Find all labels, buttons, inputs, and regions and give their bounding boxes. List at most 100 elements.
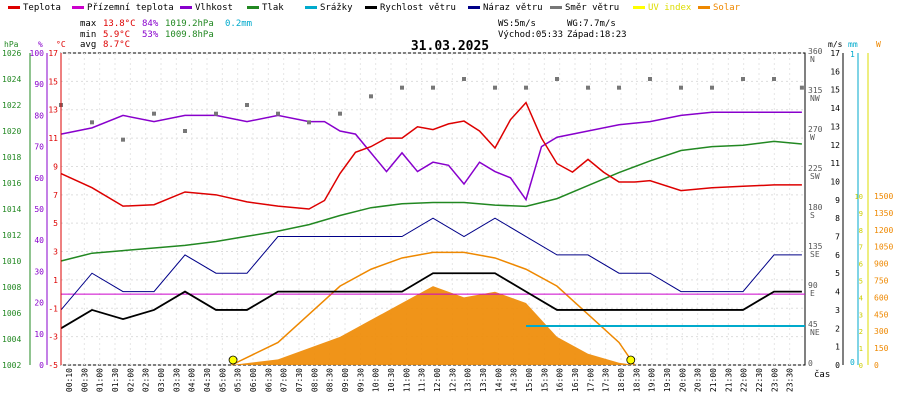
axis-tick-label: 30 xyxy=(34,267,44,276)
stat-min-hum: 53% xyxy=(142,30,159,40)
wind-direction-point xyxy=(586,85,590,90)
axis-tick-label: 1024 xyxy=(2,75,21,84)
stat-max-temp: 13.8°C xyxy=(103,19,136,29)
x-tick-label: 02:00 xyxy=(126,368,135,392)
axis-unit: % xyxy=(38,40,43,49)
x-tick-label: 18:30 xyxy=(632,368,641,392)
axis-tick-label: 150 xyxy=(874,344,889,353)
legend-item: Solar xyxy=(698,3,740,13)
axis-tick-label: E xyxy=(810,289,815,298)
axis-tick-label: 9 xyxy=(859,210,863,218)
stat-min-press: 1009.8hPa xyxy=(165,30,214,40)
x-tick-label: 17:00 xyxy=(586,368,595,392)
axis-tick-label: 1500 xyxy=(874,192,893,201)
axis-tick-label: 80 xyxy=(34,111,44,120)
axis-tick-label: 12 xyxy=(830,141,840,150)
series-wind-speed xyxy=(60,272,802,330)
axis-tick-label: -1 xyxy=(48,304,58,313)
axis-tick-label: 13 xyxy=(830,122,840,131)
axis-tick-label: 1018 xyxy=(2,153,21,162)
axis-tick-label: 5 xyxy=(835,269,840,278)
axis-tick-label: 225 xyxy=(808,164,823,173)
series-solar xyxy=(231,286,635,365)
axis-tick-label: 10 xyxy=(830,177,840,186)
axis-tick-label: 1002 xyxy=(2,361,21,370)
legend-swatch xyxy=(247,6,259,9)
wind-wg: WG:7.7m/s xyxy=(567,19,616,29)
x-tick-label: 08:30 xyxy=(326,368,335,392)
wind-direction-point xyxy=(710,85,714,90)
axis-tick-label: 14 xyxy=(830,104,840,113)
axis-tick-label: 9 xyxy=(53,162,58,171)
axis-tick-label: 2 xyxy=(859,328,863,336)
legend-item: Teplota xyxy=(8,3,61,13)
axis-tick-label: 1016 xyxy=(2,179,21,188)
chart-title: 31.03.2025 xyxy=(411,39,489,54)
legend-swatch xyxy=(550,6,562,9)
axis-tick-label: 17 xyxy=(830,49,840,58)
wind-direction-point xyxy=(214,111,218,116)
wind-direction-point xyxy=(152,111,156,116)
axis-tick-label: 10 xyxy=(34,330,44,339)
wind-direction-point xyxy=(524,85,528,90)
axis-tick-label: 1 xyxy=(835,343,840,352)
x-tick-label: 10:30 xyxy=(387,368,396,392)
axis-unit: hPa xyxy=(4,40,19,49)
axis-tick-label: 1020 xyxy=(2,127,21,136)
x-tick-label: 17:30 xyxy=(602,368,611,392)
axis-tick-label: 5 xyxy=(53,219,58,228)
axis-tick-label: 7 xyxy=(859,244,863,252)
axis-unit: °C xyxy=(56,40,66,49)
wind-direction-point xyxy=(741,77,745,81)
axis-tick-label: 270 xyxy=(808,125,823,134)
axis-tick-label: 3 xyxy=(859,311,863,319)
legend-swatch xyxy=(8,6,20,9)
axis-tick-label: 0 xyxy=(859,362,863,370)
x-tick-label: 19:30 xyxy=(663,368,672,392)
x-tick-label: 16:30 xyxy=(571,368,580,392)
wind-direction-point xyxy=(648,77,652,81)
wind-direction-point xyxy=(462,77,466,81)
x-tick-label: 04:00 xyxy=(188,368,197,392)
wind-direction-point xyxy=(772,77,776,81)
axis-tick-label: SW xyxy=(810,172,820,181)
axis-tick-label: 90 xyxy=(34,80,44,89)
wind-direction-point xyxy=(369,94,373,99)
legend-swatch xyxy=(365,6,377,9)
series-humidity xyxy=(60,111,802,202)
axis-tick-label: 1012 xyxy=(2,231,21,240)
x-tick-label: 20:00 xyxy=(678,368,687,392)
legend-swatch xyxy=(180,6,192,9)
wind-direction-point xyxy=(121,137,125,142)
x-tick-label: 04:30 xyxy=(203,368,212,392)
x-tick-label: 06:00 xyxy=(249,368,258,392)
series-temperature xyxy=(60,101,802,210)
axis-tick-label: 0 xyxy=(808,359,813,368)
axis-tick-label: 3 xyxy=(835,306,840,315)
x-tick-label: 07:00 xyxy=(280,368,289,392)
wind-direction-point xyxy=(276,111,280,116)
legend-item: Rychlost větru xyxy=(365,3,456,13)
stat-max-press: 1019.2hPa xyxy=(165,19,214,29)
x-tick-label: 11:00 xyxy=(402,368,411,392)
x-tick-label: 03:00 xyxy=(157,368,166,392)
stat-max-label: max xyxy=(80,19,97,29)
x-tick-label: 21:00 xyxy=(709,368,718,392)
x-tick-label: 10:00 xyxy=(372,368,381,392)
axis-tick-label: 90 xyxy=(808,281,818,290)
x-tick-label: 22:30 xyxy=(755,368,764,392)
series-pressure xyxy=(60,140,802,262)
x-tick-label: 13:30 xyxy=(479,368,488,392)
x-tick-label: 06:30 xyxy=(264,368,273,392)
axis-tick-label: 100 xyxy=(30,49,45,58)
wind-ws: WS:5m/s xyxy=(498,19,536,29)
axis-tick-label: 10 xyxy=(855,193,863,201)
axis-tick-label: N xyxy=(810,55,815,64)
axis-tick-label: 45 xyxy=(808,320,818,329)
series-gust xyxy=(60,217,802,311)
wind-direction-point xyxy=(245,103,249,107)
axis-tick-label: 1026 xyxy=(2,49,21,58)
axis-tick-label: 50 xyxy=(34,205,44,214)
axis-unit: m/s xyxy=(828,40,843,49)
x-axis-label: čas xyxy=(814,369,830,380)
